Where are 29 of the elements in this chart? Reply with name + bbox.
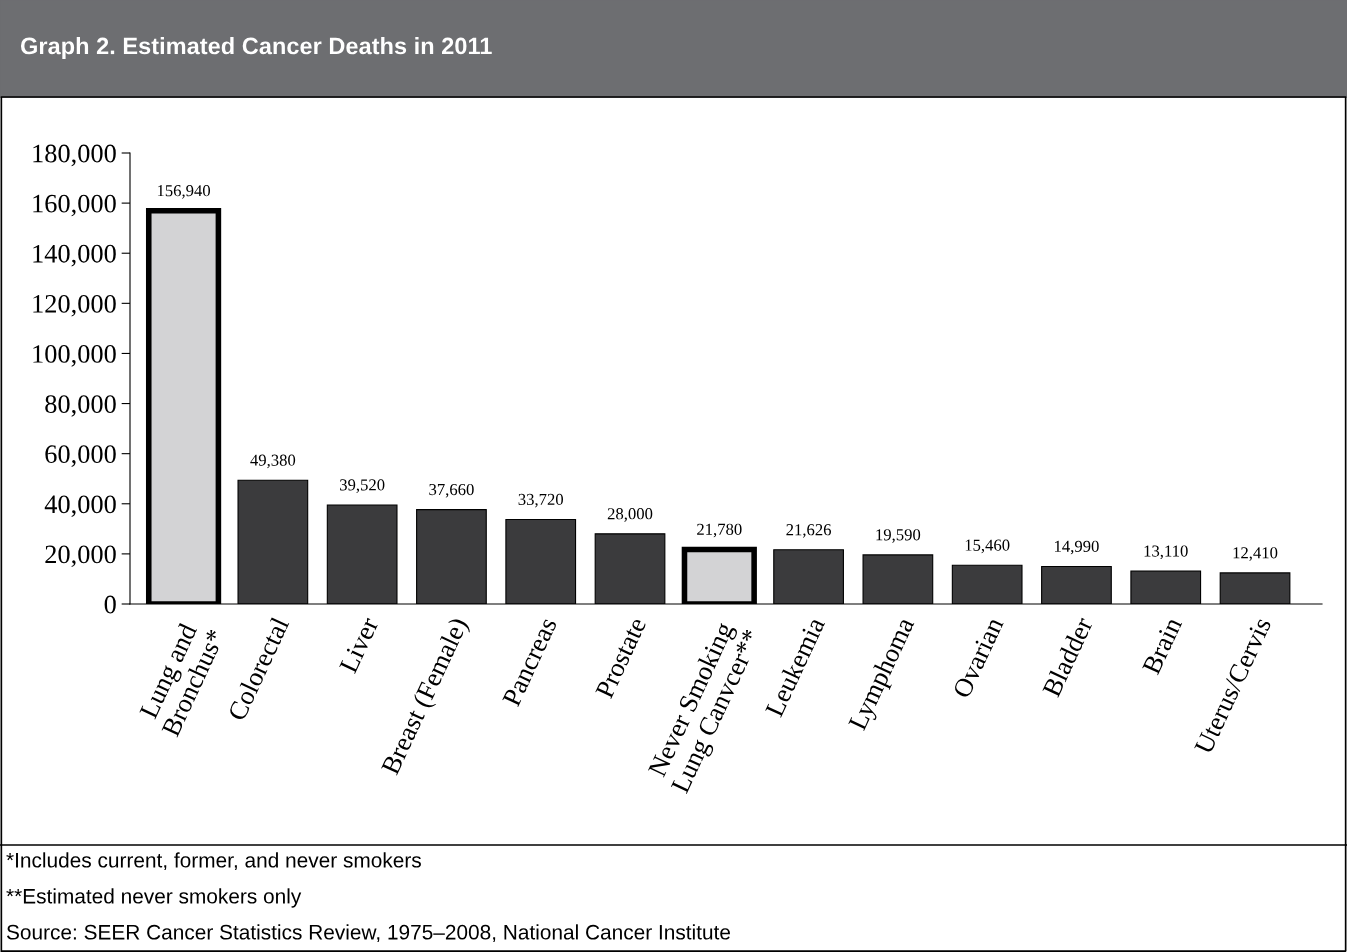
data-label: 21,626 <box>786 524 832 538</box>
data-label: 13,110 <box>1144 545 1188 560</box>
y-tick-label: 140,000 <box>33 244 116 267</box>
chart-title: Graph 2. Estimated Cancer Deaths in 2011 <box>20 37 492 60</box>
y-tick-label: 100,000 <box>33 345 116 367</box>
text: **Estimated never smokers only <box>6 888 302 908</box>
data-label: 156,940 <box>157 185 211 199</box>
data-label: 37,660 <box>429 483 474 498</box>
y-tick-label: 80,000 <box>45 395 116 417</box>
data-label: 12,410 <box>1233 547 1278 561</box>
data-label: 28,000 <box>607 508 653 522</box>
data-label: 21,780 <box>697 523 742 538</box>
y-tick-label: 0 <box>104 595 116 614</box>
text: *Includes current, former, and never smokers <box>6 852 421 871</box>
source-note: Source: SEER Cancer Statistics Review, 1975–2008, National Cancer Institute <box>6 924 730 943</box>
data-label: 15,460 <box>965 539 1010 554</box>
data-label: 49,380 <box>250 454 296 469</box>
data-label: 14,990 <box>1055 540 1099 555</box>
data-label: 33,720 <box>518 493 564 508</box>
y-tick-label: 60,000 <box>45 445 116 467</box>
data-label: 39,520 <box>340 479 385 493</box>
y-tick-label: 180,000 <box>33 144 116 167</box>
y-tick-label: 160,000 <box>33 194 116 217</box>
x-tick-label: Liver <box>339 615 379 675</box>
data-label: 19,590 <box>876 529 921 543</box>
y-tick-label: 40,000 <box>44 495 116 517</box>
y-tick-label: 20,000 <box>45 545 116 568</box>
y-tick-label: 120,000 <box>33 294 116 317</box>
x-tick-label: Brain <box>1142 615 1183 676</box>
